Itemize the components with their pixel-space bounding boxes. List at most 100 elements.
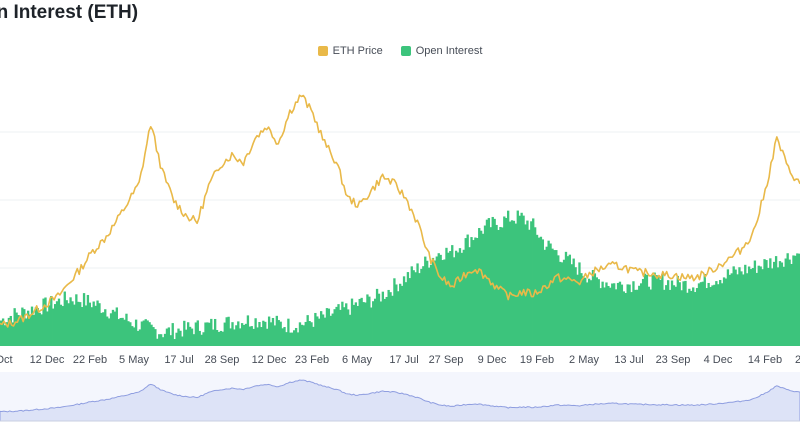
oi-bar xyxy=(543,249,546,346)
legend: ETH Price Open Interest xyxy=(0,45,800,57)
oi-bar xyxy=(514,223,518,346)
oi-bar xyxy=(503,216,506,346)
oi-bar xyxy=(312,326,315,346)
oi-bar xyxy=(350,298,354,346)
oi-bar xyxy=(672,285,676,346)
oi-bar xyxy=(221,331,225,346)
oi-bar xyxy=(331,313,334,346)
oi-bar xyxy=(607,286,610,346)
oi-bar xyxy=(194,322,198,346)
oi-bar xyxy=(381,291,385,346)
oi-bar xyxy=(559,261,562,346)
oi-bar xyxy=(366,294,369,346)
oi-bar xyxy=(181,336,184,346)
oi-bar xyxy=(586,282,589,346)
oi-bar xyxy=(462,249,465,346)
oi-bar xyxy=(167,327,171,346)
oi-bar xyxy=(719,279,722,346)
oi-bar xyxy=(231,322,234,346)
oi-bar xyxy=(279,321,282,346)
oi-bar xyxy=(26,310,30,346)
oi-bar xyxy=(570,264,573,346)
oi-bar xyxy=(530,221,533,346)
oi-bar xyxy=(433,260,437,346)
oi-bar xyxy=(732,266,735,346)
oi-bar xyxy=(715,281,718,346)
oi-bar xyxy=(443,259,446,346)
oi-bar xyxy=(603,287,606,346)
oi-bar xyxy=(487,218,491,346)
oi-bar xyxy=(59,304,63,346)
oi-bar xyxy=(747,266,751,346)
oi-bar xyxy=(304,321,307,346)
oi-bar xyxy=(599,288,602,346)
oi-bar xyxy=(613,283,616,346)
oi-bar xyxy=(119,317,122,346)
oi-bar xyxy=(237,321,240,346)
oi-bar xyxy=(373,298,377,346)
oi-bar xyxy=(560,262,564,346)
oi-bar xyxy=(202,332,205,346)
x-tick-label: 17 Jul xyxy=(164,354,193,366)
oi-bar xyxy=(258,322,261,346)
oi-bar xyxy=(323,317,327,346)
oi-bar xyxy=(724,278,728,346)
oi-bar xyxy=(341,301,344,346)
oi-bar xyxy=(684,280,687,346)
oi-bar xyxy=(335,306,338,346)
oi-bar xyxy=(622,291,625,346)
oi-bar xyxy=(553,250,556,346)
oi-bar xyxy=(84,305,88,346)
oi-bar xyxy=(580,273,583,346)
legend-item-eth-price[interactable]: ETH Price xyxy=(317,45,383,57)
oi-bar xyxy=(476,238,479,346)
oi-bar xyxy=(217,331,221,346)
oi-bar xyxy=(620,284,624,346)
oi-bar xyxy=(410,266,413,346)
oi-bar xyxy=(402,276,406,346)
oi-bar xyxy=(458,248,462,346)
oi-bar xyxy=(776,267,780,346)
oi-bar xyxy=(134,319,138,346)
oi-bar xyxy=(215,330,219,346)
oi-bar xyxy=(483,225,487,346)
x-tick-label: 23 Feb xyxy=(295,354,329,366)
oi-bar xyxy=(248,326,251,346)
oi-bar xyxy=(641,278,645,346)
oi-bar xyxy=(88,302,91,346)
oi-bar xyxy=(208,322,211,346)
oi-bar xyxy=(441,260,444,346)
oi-bar xyxy=(533,227,537,346)
oi-bar xyxy=(44,297,47,346)
oi-bar xyxy=(393,278,396,346)
oi-bar xyxy=(740,271,743,346)
oi-bar xyxy=(210,318,213,346)
oi-bar xyxy=(645,274,649,346)
oi-bar xyxy=(3,325,7,346)
oi-bar xyxy=(314,312,317,346)
legend-label-open-interest: Open Interest xyxy=(415,45,483,57)
x-tick-label: 27 Sep xyxy=(429,354,464,366)
oi-bar xyxy=(634,289,637,346)
oi-bar xyxy=(765,260,768,346)
oi-bar xyxy=(699,282,703,346)
oi-bar xyxy=(480,230,483,346)
oi-bar xyxy=(751,268,755,346)
oi-bar xyxy=(453,257,456,346)
oi-bar xyxy=(283,327,286,346)
oi-bar xyxy=(327,308,331,346)
oi-bar xyxy=(686,292,689,346)
oi-bar xyxy=(113,311,117,346)
oi-bar xyxy=(90,307,93,346)
oi-bar xyxy=(720,283,724,346)
oi-bar xyxy=(179,330,182,346)
oi-bar xyxy=(576,274,579,346)
oi-bar xyxy=(86,294,90,346)
oi-bar xyxy=(489,227,492,346)
legend-item-open-interest[interactable]: Open Interest xyxy=(400,45,483,57)
oi-bar xyxy=(788,259,791,346)
oi-bar xyxy=(705,288,708,346)
oi-bar xyxy=(773,261,776,346)
navigator[interactable] xyxy=(0,372,800,422)
